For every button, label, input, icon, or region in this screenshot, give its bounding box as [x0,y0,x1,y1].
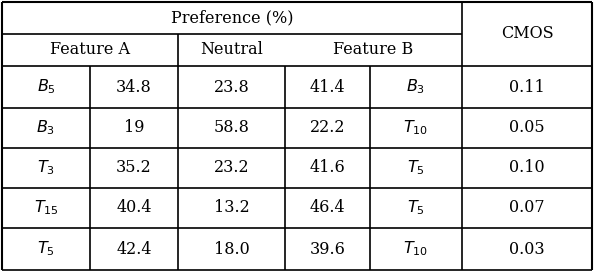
Text: CMOS: CMOS [501,26,554,42]
Text: 0.07: 0.07 [509,199,545,217]
Text: 0.11: 0.11 [509,79,545,95]
Text: 39.6: 39.6 [309,240,346,258]
Text: $T_5$: $T_5$ [407,199,425,217]
Text: Feature B: Feature B [333,42,413,58]
Text: $B_5$: $B_5$ [36,78,55,96]
Text: 58.8: 58.8 [214,119,249,137]
Text: 41.4: 41.4 [309,79,345,95]
Text: Neutral: Neutral [200,42,263,58]
Text: 18.0: 18.0 [214,240,249,258]
Text: Feature A: Feature A [50,42,130,58]
Text: $T_5$: $T_5$ [407,159,425,177]
Text: $T_5$: $T_5$ [37,240,55,258]
Text: 46.4: 46.4 [309,199,345,217]
Text: 19: 19 [124,119,144,137]
Text: 40.4: 40.4 [116,199,151,217]
Text: 35.2: 35.2 [116,159,152,177]
Text: Preference (%): Preference (%) [170,10,293,26]
Text: 23.2: 23.2 [214,159,249,177]
Text: 41.6: 41.6 [309,159,345,177]
Text: 23.8: 23.8 [214,79,249,95]
Text: 22.2: 22.2 [309,119,345,137]
Text: 0.03: 0.03 [509,240,545,258]
Text: 42.4: 42.4 [116,240,151,258]
Text: $B_3$: $B_3$ [406,78,425,96]
Text: $T_3$: $T_3$ [37,159,55,177]
Text: 0.10: 0.10 [509,159,545,177]
Text: $B_3$: $B_3$ [36,119,56,137]
Text: $T_{15}$: $T_{15}$ [33,199,58,217]
Text: $T_{10}$: $T_{10}$ [403,119,429,137]
Text: $T_{10}$: $T_{10}$ [403,240,429,258]
Text: 13.2: 13.2 [214,199,249,217]
Text: 0.05: 0.05 [509,119,545,137]
Text: 34.8: 34.8 [116,79,152,95]
